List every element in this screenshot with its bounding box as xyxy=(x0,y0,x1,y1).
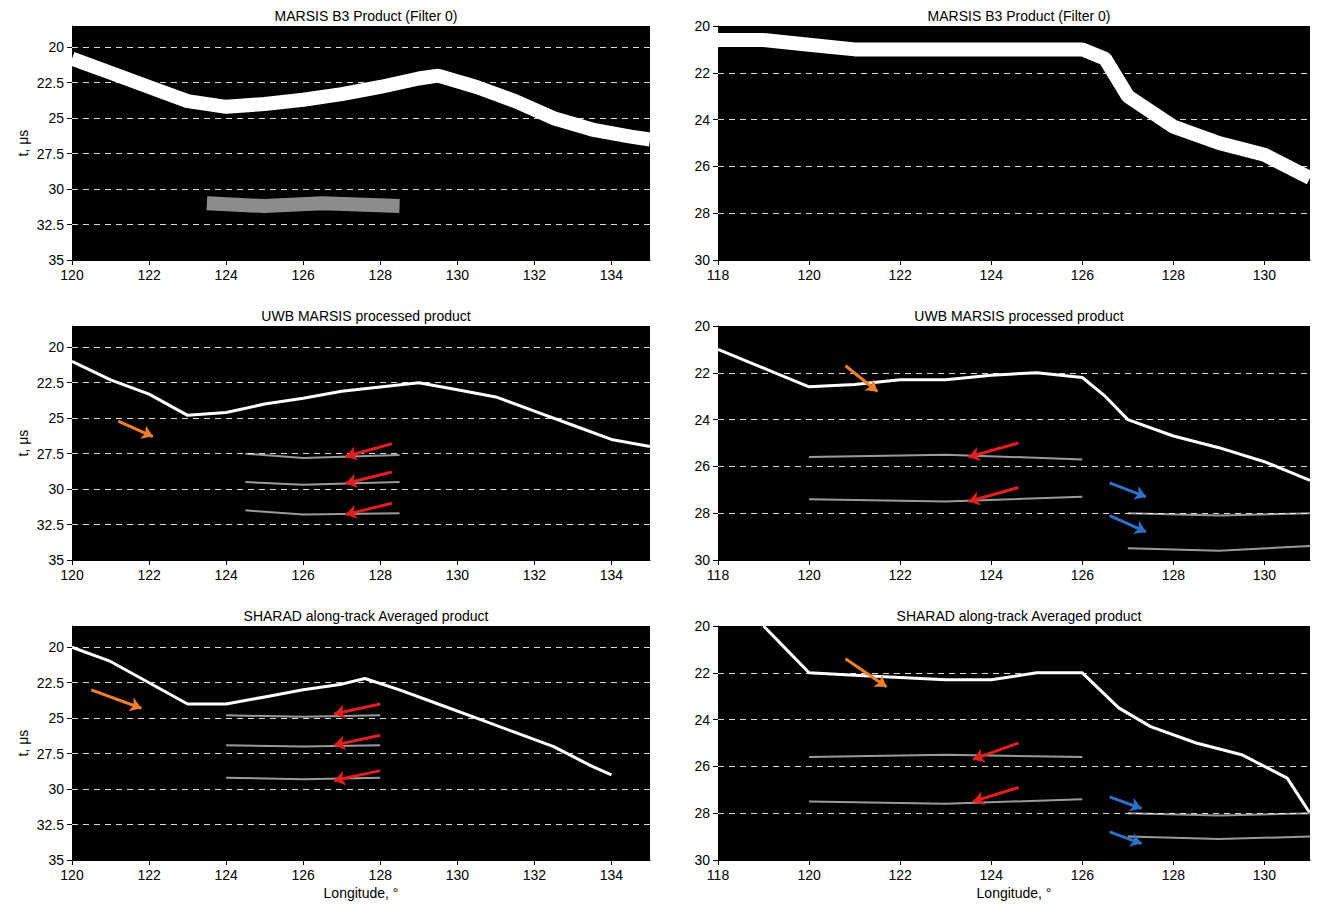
svg-text:MARSIS B3 Product (Filter 0): MARSIS B3 Product (Filter 0) xyxy=(928,8,1111,24)
svg-text:35: 35 xyxy=(48,852,64,868)
svg-text:128: 128 xyxy=(369,267,393,283)
svg-text:30: 30 xyxy=(48,781,64,797)
svg-text:128: 128 xyxy=(1162,267,1186,283)
svg-text:20: 20 xyxy=(48,39,64,55)
svg-text:126: 126 xyxy=(1071,267,1095,283)
svg-text:128: 128 xyxy=(1162,567,1186,583)
svg-text:132: 132 xyxy=(523,867,547,883)
svg-text:124: 124 xyxy=(214,867,238,883)
svg-text:30: 30 xyxy=(48,181,64,197)
svg-text:128: 128 xyxy=(369,867,393,883)
svg-text:22.5: 22.5 xyxy=(37,375,64,391)
svg-text:SHARAD along-track Averaged pr: SHARAD along-track Averaged product xyxy=(244,608,489,624)
svg-text:25: 25 xyxy=(48,710,64,726)
svg-text:126: 126 xyxy=(292,267,316,283)
svg-text:126: 126 xyxy=(292,567,316,583)
svg-text:UWB MARSIS processed product: UWB MARSIS processed product xyxy=(261,308,470,324)
svg-text:30: 30 xyxy=(48,481,64,497)
svg-text:20: 20 xyxy=(48,339,64,355)
svg-text:30: 30 xyxy=(694,252,710,268)
svg-text:130: 130 xyxy=(1253,267,1277,283)
svg-text:122: 122 xyxy=(888,567,912,583)
svg-text:122: 122 xyxy=(137,867,161,883)
svg-text:130: 130 xyxy=(1253,867,1277,883)
svg-text:22.5: 22.5 xyxy=(37,75,64,91)
svg-text:124: 124 xyxy=(980,567,1004,583)
svg-text:120: 120 xyxy=(797,867,821,883)
svg-text:126: 126 xyxy=(1071,867,1095,883)
svg-text:128: 128 xyxy=(369,567,393,583)
svg-text:134: 134 xyxy=(600,867,624,883)
svg-text:35: 35 xyxy=(48,252,64,268)
svg-text:28: 28 xyxy=(694,205,710,221)
svg-text:25: 25 xyxy=(48,410,64,426)
svg-text:20: 20 xyxy=(48,639,64,655)
svg-text:130: 130 xyxy=(446,867,470,883)
svg-text:120: 120 xyxy=(60,267,84,283)
svg-text:130: 130 xyxy=(446,567,470,583)
svg-text:32.5: 32.5 xyxy=(37,517,64,533)
svg-text:22: 22 xyxy=(694,65,710,81)
svg-text:30: 30 xyxy=(694,852,710,868)
svg-text:124: 124 xyxy=(214,267,238,283)
svg-text:130: 130 xyxy=(1253,567,1277,583)
svg-text:120: 120 xyxy=(60,867,84,883)
svg-text:132: 132 xyxy=(523,267,547,283)
svg-text:28: 28 xyxy=(694,805,710,821)
svg-text:26: 26 xyxy=(694,158,710,174)
svg-text:22: 22 xyxy=(694,665,710,681)
svg-text:35: 35 xyxy=(48,552,64,568)
svg-text:24: 24 xyxy=(694,412,710,428)
svg-text:27.5: 27.5 xyxy=(37,146,64,162)
svg-text:32.5: 32.5 xyxy=(37,817,64,833)
svg-text:124: 124 xyxy=(980,867,1004,883)
svg-text:122: 122 xyxy=(888,267,912,283)
svg-text:126: 126 xyxy=(1071,567,1095,583)
svg-text:t, μs: t, μs xyxy=(15,130,31,157)
svg-text:t, μs: t, μs xyxy=(15,430,31,457)
svg-text:134: 134 xyxy=(600,567,624,583)
svg-text:26: 26 xyxy=(694,758,710,774)
svg-text:126: 126 xyxy=(292,867,316,883)
svg-text:20: 20 xyxy=(694,618,710,634)
svg-text:MARSIS B3 Product (Filter 0): MARSIS B3 Product (Filter 0) xyxy=(275,8,458,24)
svg-text:124: 124 xyxy=(980,267,1004,283)
svg-text:134: 134 xyxy=(600,267,624,283)
svg-text:27.5: 27.5 xyxy=(37,746,64,762)
svg-text:24: 24 xyxy=(694,712,710,728)
svg-text:28: 28 xyxy=(694,505,710,521)
svg-text:26: 26 xyxy=(694,458,710,474)
svg-text:20: 20 xyxy=(694,18,710,34)
svg-text:132: 132 xyxy=(523,567,547,583)
svg-text:UWB MARSIS processed product: UWB MARSIS processed product xyxy=(914,308,1123,324)
svg-text:118: 118 xyxy=(707,267,730,283)
svg-text:122: 122 xyxy=(137,267,161,283)
svg-text:118: 118 xyxy=(707,867,730,883)
svg-text:Longitude, °: Longitude, ° xyxy=(977,885,1052,901)
svg-text:25: 25 xyxy=(48,110,64,126)
svg-text:120: 120 xyxy=(60,567,84,583)
svg-text:27.5: 27.5 xyxy=(37,446,64,462)
svg-text:24: 24 xyxy=(694,112,710,128)
svg-text:128: 128 xyxy=(1162,867,1186,883)
svg-text:22: 22 xyxy=(694,365,710,381)
svg-text:118: 118 xyxy=(707,567,730,583)
svg-text:t, μs: t, μs xyxy=(15,730,31,757)
svg-text:122: 122 xyxy=(137,567,161,583)
svg-text:120: 120 xyxy=(797,267,821,283)
svg-text:Longitude, °: Longitude, ° xyxy=(324,885,399,901)
svg-text:124: 124 xyxy=(214,567,238,583)
svg-text:20: 20 xyxy=(694,318,710,334)
svg-text:SHARAD along-track Averaged pr: SHARAD along-track Averaged product xyxy=(897,608,1142,624)
svg-text:32.5: 32.5 xyxy=(37,217,64,233)
svg-text:120: 120 xyxy=(797,567,821,583)
svg-text:130: 130 xyxy=(446,267,470,283)
svg-text:22.5: 22.5 xyxy=(37,675,64,691)
svg-text:30: 30 xyxy=(694,552,710,568)
svg-text:122: 122 xyxy=(888,867,912,883)
